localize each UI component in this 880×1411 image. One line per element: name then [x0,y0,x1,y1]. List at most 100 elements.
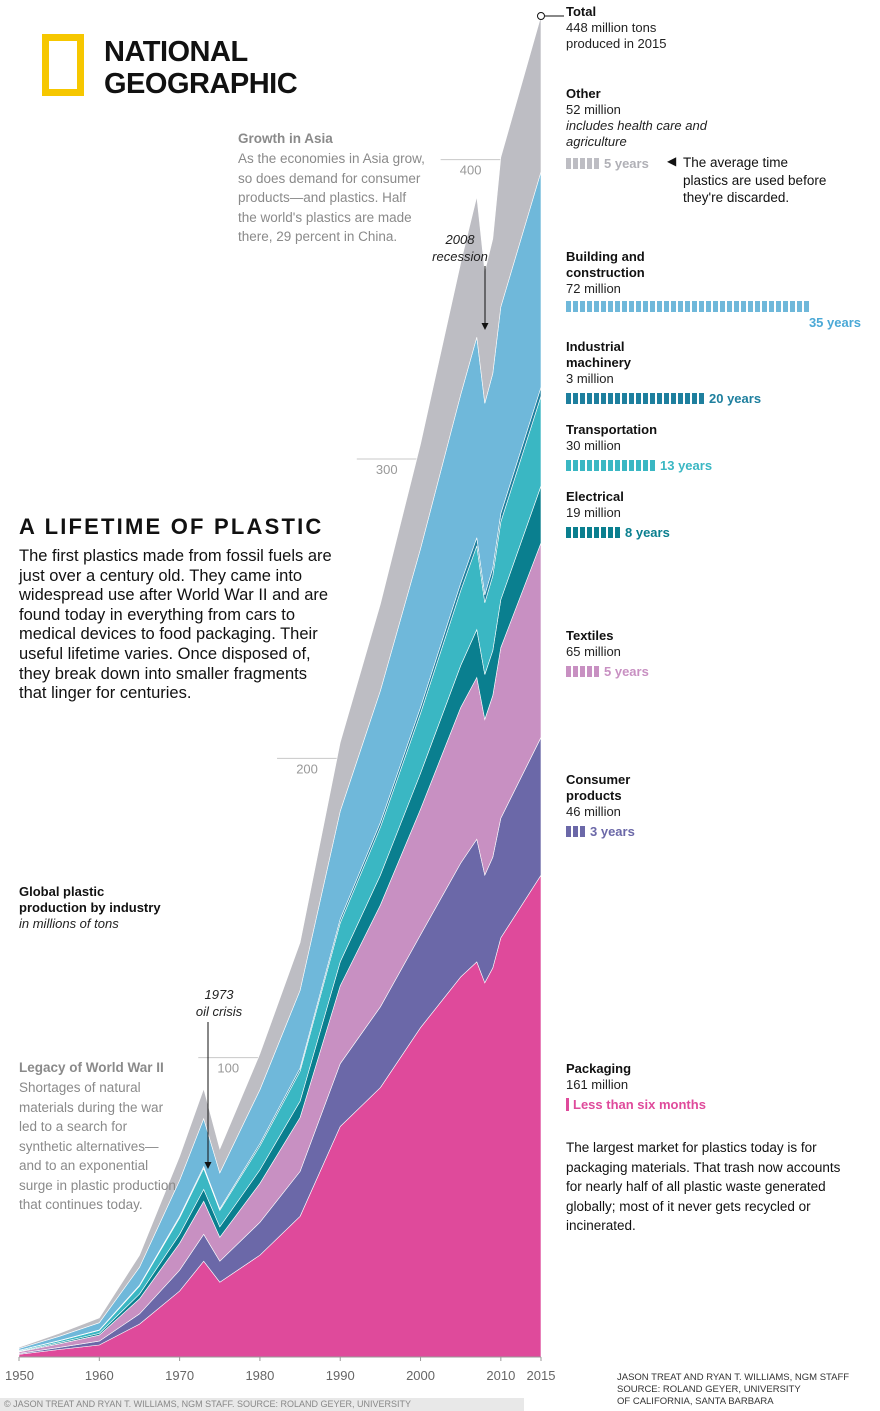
lifetime-bar-segment [643,460,648,471]
sector-consumer: Consumer products 46 million 3 years [566,772,635,839]
lifetime-bar-segment [566,527,571,538]
packaging-note: The largest market for plastics today is… [566,1140,841,1234]
lifetime-bar-transportation [566,460,655,471]
lifetime-bar-segment [608,301,613,312]
x-tick-label: 1980 [245,1368,274,1383]
lifetime-bar-segment [657,301,662,312]
oil-crisis-annotation: 1973 oil crisis [195,987,243,1019]
lifetime-bar-segment [566,158,571,169]
lifetime-bar-segment [580,301,585,312]
lifetime-bar-segment [573,301,578,312]
credits: JASON TREAT AND RYAN T. WILLIAMS, NGM ST… [617,1372,850,1407]
lifetime-bar-segment [594,666,599,677]
lifetime-bar-segment [797,301,802,312]
lifetime-bar-segment [573,158,578,169]
asia-note: Growth in Asia As the economies in Asia … [238,131,428,247]
lifetime-bar-segment [699,301,704,312]
lifetime-bar-segment [629,393,634,404]
lifetime-bar-segment [671,301,676,312]
lifetime-bar-segment [573,460,578,471]
y-tick-label: 400 [460,163,482,178]
lifetime-bar-segment [769,301,774,312]
recession-annotation: 2008 recession [432,232,488,264]
lifetime-bar-segment [706,301,711,312]
y-tick-label: 200 [296,761,318,776]
lifetime-bar-segment [692,301,697,312]
x-tick-label: 2000 [406,1368,435,1383]
lifetime-bar-segment [643,301,648,312]
recession-arrow-head-icon [481,323,489,330]
lifetime-bar-segment [762,301,767,312]
lifetime-bar-segment [699,393,704,404]
footer-credit: © JASON TREAT AND RYAN T. WILLIAMS, NGM … [0,1398,524,1411]
lifetime-bar-segment [615,527,620,538]
lifetime-bar-segment [615,393,620,404]
lifetime-bar-segment [629,301,634,312]
lifetime-bar-segment [685,301,690,312]
y-tick-label: 100 [217,1061,239,1076]
lifetime-bar-segment [566,460,571,471]
x-tick-label: 1970 [165,1368,194,1383]
lifetime-bar-segment [580,527,585,538]
lifetime-bar-segment [804,301,809,312]
lifetime-bar-segment [587,460,592,471]
lifetime-bar-segment [615,460,620,471]
lifetime-bar-segment [587,393,592,404]
lifetime-bar-segment [741,301,746,312]
lifetime-bar-segment [580,393,585,404]
lifetime-bar-segment [608,393,613,404]
pointer-icon: ◀ [667,154,677,168]
lifetime-bar-segment [643,393,648,404]
lifetime-bar-segment [587,527,592,538]
sector-transportation: Transportation 30 million 13 years [566,422,713,473]
sector-electrical: Electrical 19 million 8 years [566,489,670,540]
lifetime-bar-segment [748,301,753,312]
total-label: Total 448 million tons produced in 2015 [566,4,667,51]
lifetime-bar-segment [608,527,613,538]
lifetime-bar-segment [664,393,669,404]
lifetime-bar-segment [622,460,627,471]
lifetime-bar-segment [580,666,585,677]
national-geographic-logo-icon [42,34,84,96]
sector-other: Other 52 million includes health care an… [566,86,707,171]
lifetime-bar-segment [615,301,620,312]
lifetime-bar-consumer [566,826,585,837]
lifetime-bar-segment [566,826,571,837]
lifetime-bar-segment [573,666,578,677]
lifetime-bar-segment [566,393,571,404]
lifetime-bar-packaging [566,1098,569,1111]
lifetime-bar-segment [573,393,578,404]
lifetime-bar-segment [664,301,669,312]
lifetime-bar-other [566,158,599,169]
ww2-note-body: Shortages of natural materials during th… [19,1080,176,1212]
page-title: A LIFETIME OF PLASTIC [19,514,324,539]
lifetime-bar-segment [657,393,662,404]
lifetime-bar-segment [573,826,578,837]
chart-subtitle: Global plastic production by industry in… [19,884,161,931]
lifetime-bar-segment [692,393,697,404]
lifetime-bar-segment [685,393,690,404]
oil-crisis-arrow-head-icon [204,1162,212,1169]
x-tick-label: 1950 [5,1368,34,1383]
x-tick-label: 1990 [326,1368,355,1383]
lifetime-bar-segment [650,301,655,312]
ww2-note: Legacy of World War II Shortages of natu… [19,1060,181,1215]
lifetime-bar-industrial [566,393,704,404]
lifetime-bar-segment [678,301,683,312]
intro-text: The first plastics made from fossil fuel… [19,547,332,703]
sector-building: Building and construction 72 million 35 … [566,249,866,330]
lifetime-bar-textiles [566,666,599,677]
lifetime-bar-segment [601,301,606,312]
lifetime-bar-segment [594,460,599,471]
lifetime-bar-segment [594,527,599,538]
lifetime-bar-segment [573,527,578,538]
lifetime-bar-segment [587,301,592,312]
lifetime-bar-segment [587,666,592,677]
lifetime-bar-segment [629,460,634,471]
lifetime-bar-segment [650,460,655,471]
lifetime-bar-segment [636,460,641,471]
lifetime-bar-segment [727,301,732,312]
lifetime-bar-segment [580,826,585,837]
sector-packaging: Packaging 161 million Less than six mont… [566,1061,706,1112]
